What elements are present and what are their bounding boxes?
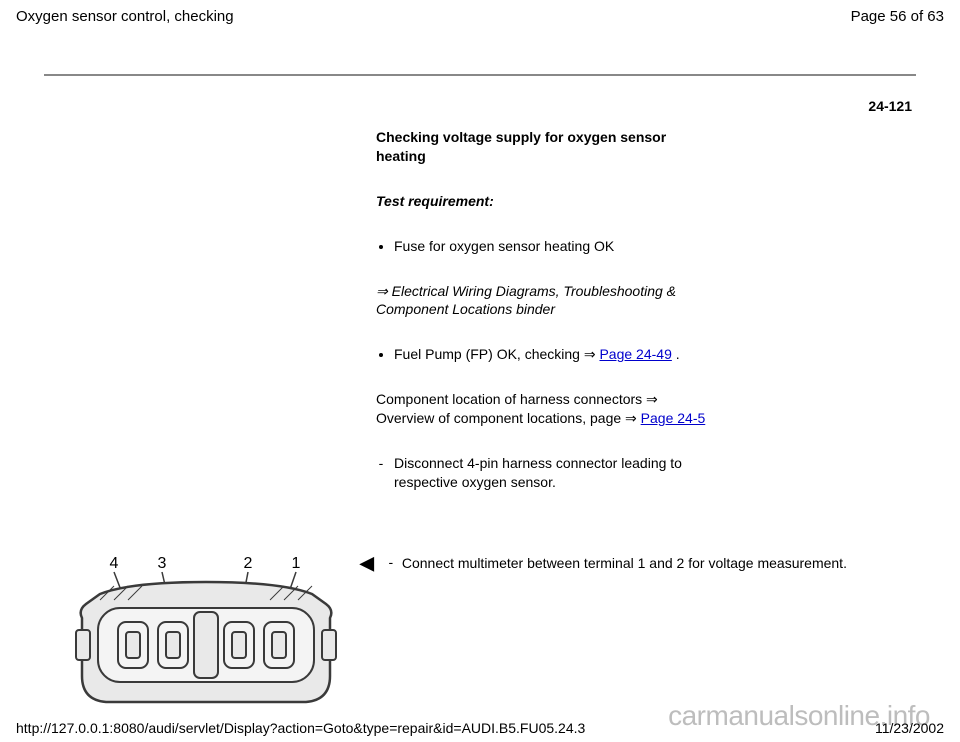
link-page-24-49[interactable]: Page 24-49 [599, 346, 671, 362]
step-disconnect-row: - Disconnect 4-pin harness connector lea… [376, 454, 716, 492]
header-title: Oxygen sensor control, checking [16, 8, 234, 25]
bullet-fuelpump-post: . [672, 346, 680, 362]
content-column: Checking voltage supply for oxygen senso… [376, 128, 716, 518]
comp-loc-pre: Component location of harness connectors… [376, 391, 658, 426]
reference-ewd-text: Electrical Wiring Diagrams, Troubleshoot… [376, 283, 676, 318]
bullet-fuelpump-pre: Fuel Pump (FP) OK, checking [394, 346, 584, 362]
arrow-step-row: ◀ - Connect multimeter between terminal … [360, 554, 900, 573]
pin-label-4: 4 [110, 555, 119, 572]
connector-diagram: 4 3 2 1 [70, 552, 350, 712]
bullet-fuse-block: Fuse for oxygen sensor heating OK [376, 237, 716, 256]
test-requirement-label: Test requirement: [376, 192, 716, 211]
dash-marker: - [376, 454, 386, 492]
link-page-24-5[interactable]: Page 24-5 [641, 410, 706, 426]
step-disconnect: Disconnect 4-pin harness connector leadi… [394, 454, 716, 492]
header-rule [44, 74, 916, 76]
pointer-arrow-icon: ◀ [360, 554, 374, 572]
bullet-fuse: Fuse for oxygen sensor heating OK [394, 237, 716, 256]
arrow-glyph: ⇒ [376, 283, 388, 299]
footer-url: http://127.0.0.1:8080/audi/servlet/Displ… [16, 720, 585, 736]
section-number: 24-121 [868, 98, 912, 114]
bullet-fuelpump-block: Fuel Pump (FP) OK, checking ⇒ Page 24-49… [376, 345, 716, 364]
pin-label-1: 1 [292, 555, 301, 572]
arrow-glyph: ⇒ [584, 346, 596, 362]
reference-ewd: ⇒ Electrical Wiring Diagrams, Troublesho… [376, 282, 716, 320]
content-heading: Checking voltage supply for oxygen senso… [376, 128, 716, 166]
step-connect: Connect multimeter between terminal 1 an… [402, 554, 900, 573]
pin-label-2: 2 [244, 555, 253, 572]
component-location-text: Component location of harness connectors… [376, 390, 716, 428]
bullet-fuelpump: Fuel Pump (FP) OK, checking ⇒ Page 24-49… [394, 345, 716, 364]
dash-marker: - [386, 554, 396, 570]
header-page: Page 56 of 63 [851, 8, 944, 25]
footer-date: 11/23/2002 [875, 720, 944, 736]
pin-label-3: 3 [158, 555, 167, 572]
